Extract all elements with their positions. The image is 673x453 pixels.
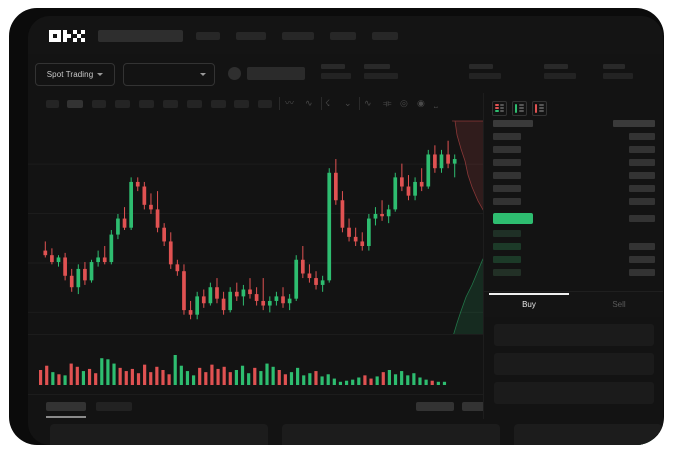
timeframe-4h[interactable] bbox=[163, 100, 178, 108]
volume-bar-series bbox=[39, 355, 447, 385]
toolbar-divider bbox=[279, 97, 280, 110]
timeframe-1mo[interactable] bbox=[234, 100, 249, 108]
chart-action-2[interactable] bbox=[462, 402, 496, 411]
stat-24h-change bbox=[321, 64, 351, 79]
compare-icon[interactable]: ∿ bbox=[305, 98, 313, 108]
order-book-ask-row[interactable] bbox=[484, 185, 663, 192]
candlestick-series bbox=[28, 140, 483, 320]
magnet-icon[interactable]: ⟚ bbox=[383, 98, 392, 108]
order-book-ask-row[interactable] bbox=[484, 198, 663, 205]
order-book-bid-row[interactable] bbox=[484, 269, 663, 276]
stat-24h-volume bbox=[544, 64, 576, 79]
coin-avatar bbox=[228, 67, 241, 80]
timeframe-1h[interactable] bbox=[139, 100, 154, 108]
toolbar-divider bbox=[321, 97, 322, 110]
okx-trading-app: Spot Trading bbox=[28, 16, 663, 445]
okx-logo-icon[interactable] bbox=[49, 30, 87, 42]
order-book-both-icon[interactable] bbox=[492, 101, 507, 116]
order-book-display-modes bbox=[492, 101, 547, 116]
bottom-panel-positions[interactable] bbox=[282, 424, 500, 445]
timeframe-15m[interactable] bbox=[92, 100, 106, 108]
buy-tab-active-underline bbox=[489, 293, 569, 295]
timeframe-5m[interactable] bbox=[67, 100, 83, 108]
chart-tab-trading-view[interactable] bbox=[46, 402, 86, 411]
order-book-ask-row[interactable] bbox=[484, 133, 663, 140]
volume-chart bbox=[28, 334, 483, 395]
bottom-panel-assets[interactable] bbox=[514, 424, 662, 445]
nav-item-2[interactable] bbox=[236, 32, 266, 40]
drawing-tools-icon[interactable]: ☇ bbox=[325, 98, 331, 108]
chart-type-chevron-icon[interactable]: ⌄ bbox=[344, 98, 352, 108]
trading-pair-selector[interactable] bbox=[123, 63, 215, 86]
tab-sell[interactable]: Sell bbox=[612, 300, 626, 309]
stat-24h-high bbox=[364, 64, 398, 79]
nav-item-3[interactable] bbox=[282, 32, 314, 40]
nav-item-1[interactable] bbox=[196, 32, 220, 40]
stat-24h-low bbox=[469, 64, 501, 79]
order-book-bid-row[interactable] bbox=[484, 256, 663, 263]
order-book-and-trade-panel: Buy Sell bbox=[483, 93, 663, 445]
bottom-panel-dock bbox=[28, 419, 663, 445]
order-price-field[interactable] bbox=[494, 324, 654, 346]
chart-bottom-tabs bbox=[28, 394, 496, 420]
chart-toolbar: 〰 ∿ ☇ ⌄ ∿ ⟚ ◎ ◉ ⎵ bbox=[28, 93, 483, 116]
market-depth-overlay bbox=[451, 120, 483, 340]
timeframe-more[interactable] bbox=[258, 100, 272, 108]
order-book-spread-amount bbox=[484, 215, 663, 222]
line-chart-icon[interactable]: ∿ bbox=[364, 98, 372, 108]
timeframe-30m[interactable] bbox=[115, 100, 130, 108]
order-book-ask-row[interactable] bbox=[484, 146, 663, 153]
timeframe-1m[interactable] bbox=[46, 100, 59, 108]
stat-24h-turnover bbox=[603, 64, 633, 79]
order-book-asks-icon[interactable] bbox=[532, 101, 547, 116]
chevron-down-icon bbox=[200, 73, 206, 76]
chart-tab-depth[interactable] bbox=[96, 402, 132, 411]
indicator-icon[interactable]: 〰 bbox=[285, 98, 295, 108]
order-book-bid-row[interactable] bbox=[484, 230, 663, 237]
nav-item-5[interactable] bbox=[372, 32, 398, 40]
last-price-value bbox=[247, 67, 305, 80]
order-total-field[interactable] bbox=[494, 382, 654, 404]
bottom-panel-open-orders[interactable] bbox=[50, 424, 268, 445]
instrument-toolbar: Spot Trading bbox=[28, 54, 663, 94]
order-book-bid-row[interactable] bbox=[484, 243, 663, 250]
order-book-rows[interactable] bbox=[484, 120, 663, 288]
order-book-ask-row[interactable] bbox=[484, 172, 663, 179]
camera-icon[interactable]: ◎ bbox=[400, 98, 408, 108]
order-book-header bbox=[484, 120, 663, 127]
timeframe-1w[interactable] bbox=[211, 100, 226, 108]
trading-mode-label: Spot Trading bbox=[46, 70, 94, 79]
top-navigation-bar bbox=[28, 16, 663, 54]
price-chart[interactable] bbox=[28, 115, 483, 345]
settings-icon[interactable]: ◉ bbox=[417, 98, 425, 108]
order-book-bids-icon[interactable] bbox=[512, 101, 527, 116]
order-amount-field[interactable] bbox=[494, 353, 654, 375]
chevron-down-icon bbox=[97, 73, 104, 76]
search-input[interactable] bbox=[98, 30, 183, 42]
order-book-ask-row[interactable] bbox=[484, 159, 663, 166]
chart-tab-active-underline bbox=[46, 416, 86, 418]
toolbar-divider bbox=[359, 97, 360, 110]
tablet-screen: Spot Trading bbox=[9, 8, 664, 445]
timeframe-1d[interactable] bbox=[187, 100, 202, 108]
buy-sell-tab-bar: Buy Sell bbox=[484, 291, 663, 318]
order-entry-form bbox=[484, 317, 663, 422]
chart-action-1[interactable] bbox=[416, 402, 454, 411]
nav-item-4[interactable] bbox=[330, 32, 356, 40]
tab-buy[interactable]: Buy bbox=[522, 300, 536, 309]
trading-mode-selector[interactable]: Spot Trading bbox=[35, 63, 115, 86]
fullscreen-icon[interactable]: ⎵ bbox=[434, 98, 438, 108]
order-book-spread-row bbox=[493, 213, 533, 224]
